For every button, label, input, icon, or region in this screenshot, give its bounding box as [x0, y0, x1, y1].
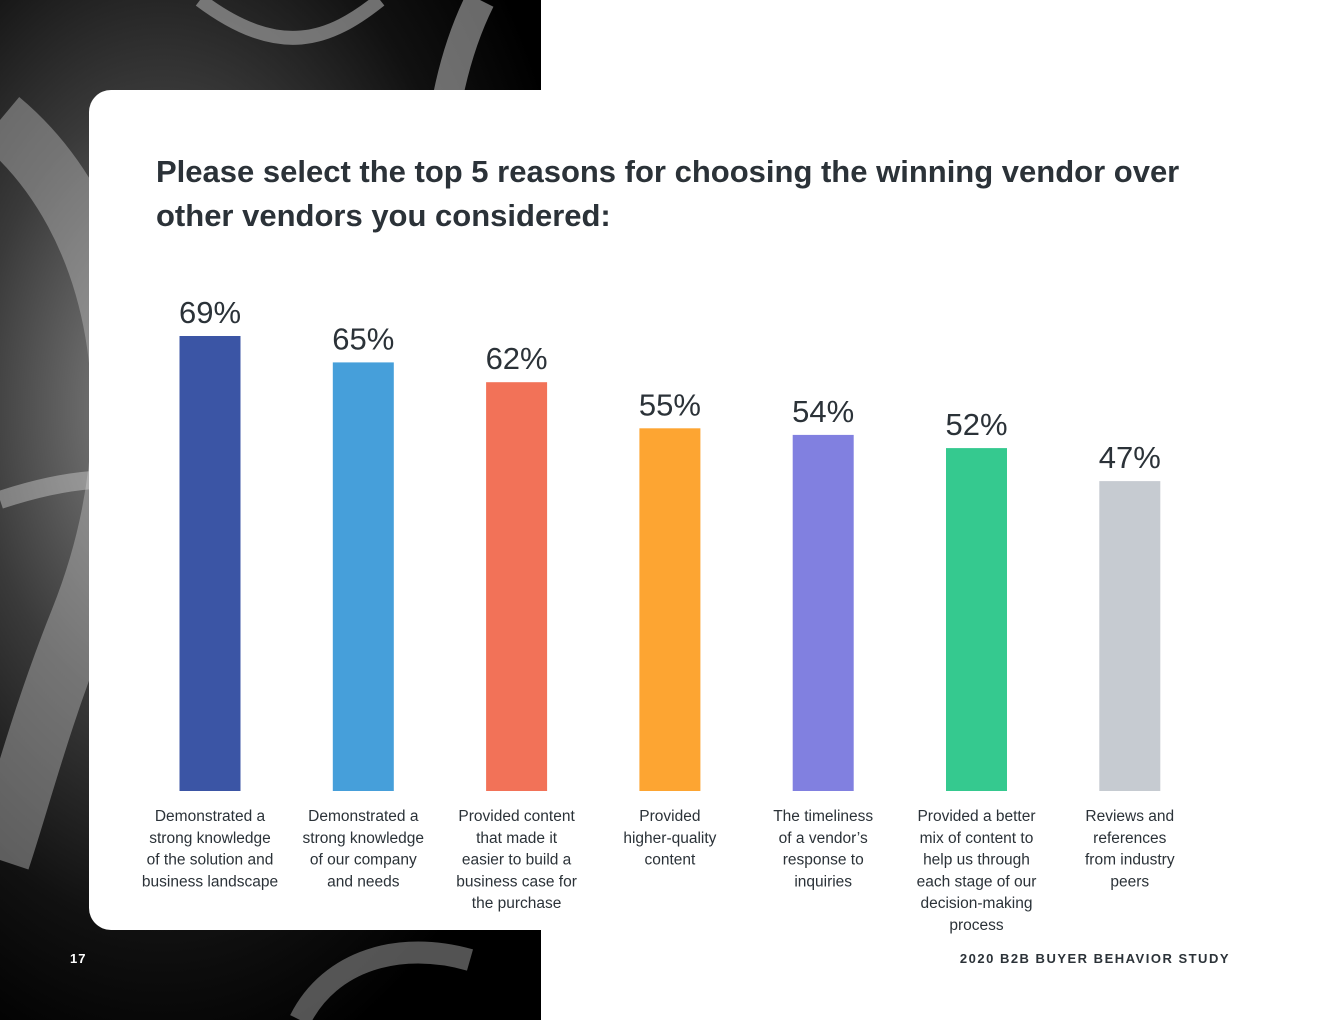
category-label-line: and needs [327, 873, 400, 890]
category-label-line: the purchase [472, 895, 562, 912]
category-label-7: Reviews and references from industry peers [1085, 808, 1175, 890]
category-label-line: mix of content to [920, 830, 1034, 847]
category-label-line: Provided content [458, 808, 575, 825]
category-label-line: decision-making [921, 895, 1033, 912]
category-label-line: that made it [476, 830, 558, 847]
category-label-line: peers [1110, 873, 1149, 890]
study-name: 2020 B2B BUYER BEHAVIOR STUDY [959, 951, 1230, 966]
category-label-line: strong knowledge [303, 830, 425, 847]
value-label-3: 62% [486, 341, 548, 376]
category-label-6: Provided a better mix of content to help u… [917, 808, 1037, 934]
bar-6 [946, 448, 1007, 791]
category-label-line: Demonstrated a [155, 808, 266, 825]
bar-3 [486, 382, 548, 791]
category-label-5: The timeliness of a vendor’s response to in… [773, 808, 873, 890]
bar-1 [179, 336, 241, 791]
bar-2 [332, 362, 394, 791]
category-label-line: Reviews and [1085, 808, 1174, 825]
category-label-line: The timeliness [773, 808, 873, 825]
page-number: 17 [70, 951, 87, 966]
category-label-3: Provided content that made it easier to bu… [456, 808, 577, 912]
category-label-2: Demonstrated a strong knowledge of our com… [303, 808, 425, 890]
category-label-4: Provided higher-quality content [623, 808, 716, 869]
category-label-line: higher-quality [623, 830, 716, 847]
value-label-6: 52% [945, 407, 1007, 442]
category-label-line: from industry [1085, 852, 1175, 869]
bar-4 [639, 428, 701, 791]
category-label-line: Provided a better [917, 808, 1035, 825]
category-label-line: business landscape [142, 873, 278, 890]
value-label-1: 69% [179, 295, 241, 330]
category-label-line: content [644, 852, 696, 869]
category-label-line: Demonstrated a [308, 808, 419, 825]
value-label-7: 47% [1099, 440, 1161, 475]
category-label-line: of our company [310, 852, 417, 869]
bar-5 [792, 434, 854, 791]
category-label-line: response to [783, 852, 864, 869]
category-label-line: process [949, 917, 1004, 934]
bar-7 [1099, 481, 1161, 791]
value-label-4: 55% [639, 387, 701, 422]
category-label-line: of a vendor’s [779, 830, 868, 847]
category-label-line: business case for [456, 873, 577, 890]
category-label-line: Provided [639, 808, 700, 825]
category-label-line: of the solution and [147, 852, 274, 869]
category-label-line: each stage of our [917, 873, 1037, 890]
category-label-line: easier to build a [462, 852, 572, 869]
category-label-line: references [1093, 830, 1166, 847]
page-title: Please select the top 5 reasons for choo… [156, 154, 1180, 233]
value-label-2: 65% [332, 321, 394, 356]
category-label-line: strong knowledge [149, 830, 271, 847]
value-label-5: 54% [792, 394, 854, 429]
category-label-1: Demonstrated a strong knowledge of the sol… [142, 808, 278, 890]
category-label-line: inquiries [794, 873, 852, 890]
category-label-line: help us through [923, 852, 1030, 869]
